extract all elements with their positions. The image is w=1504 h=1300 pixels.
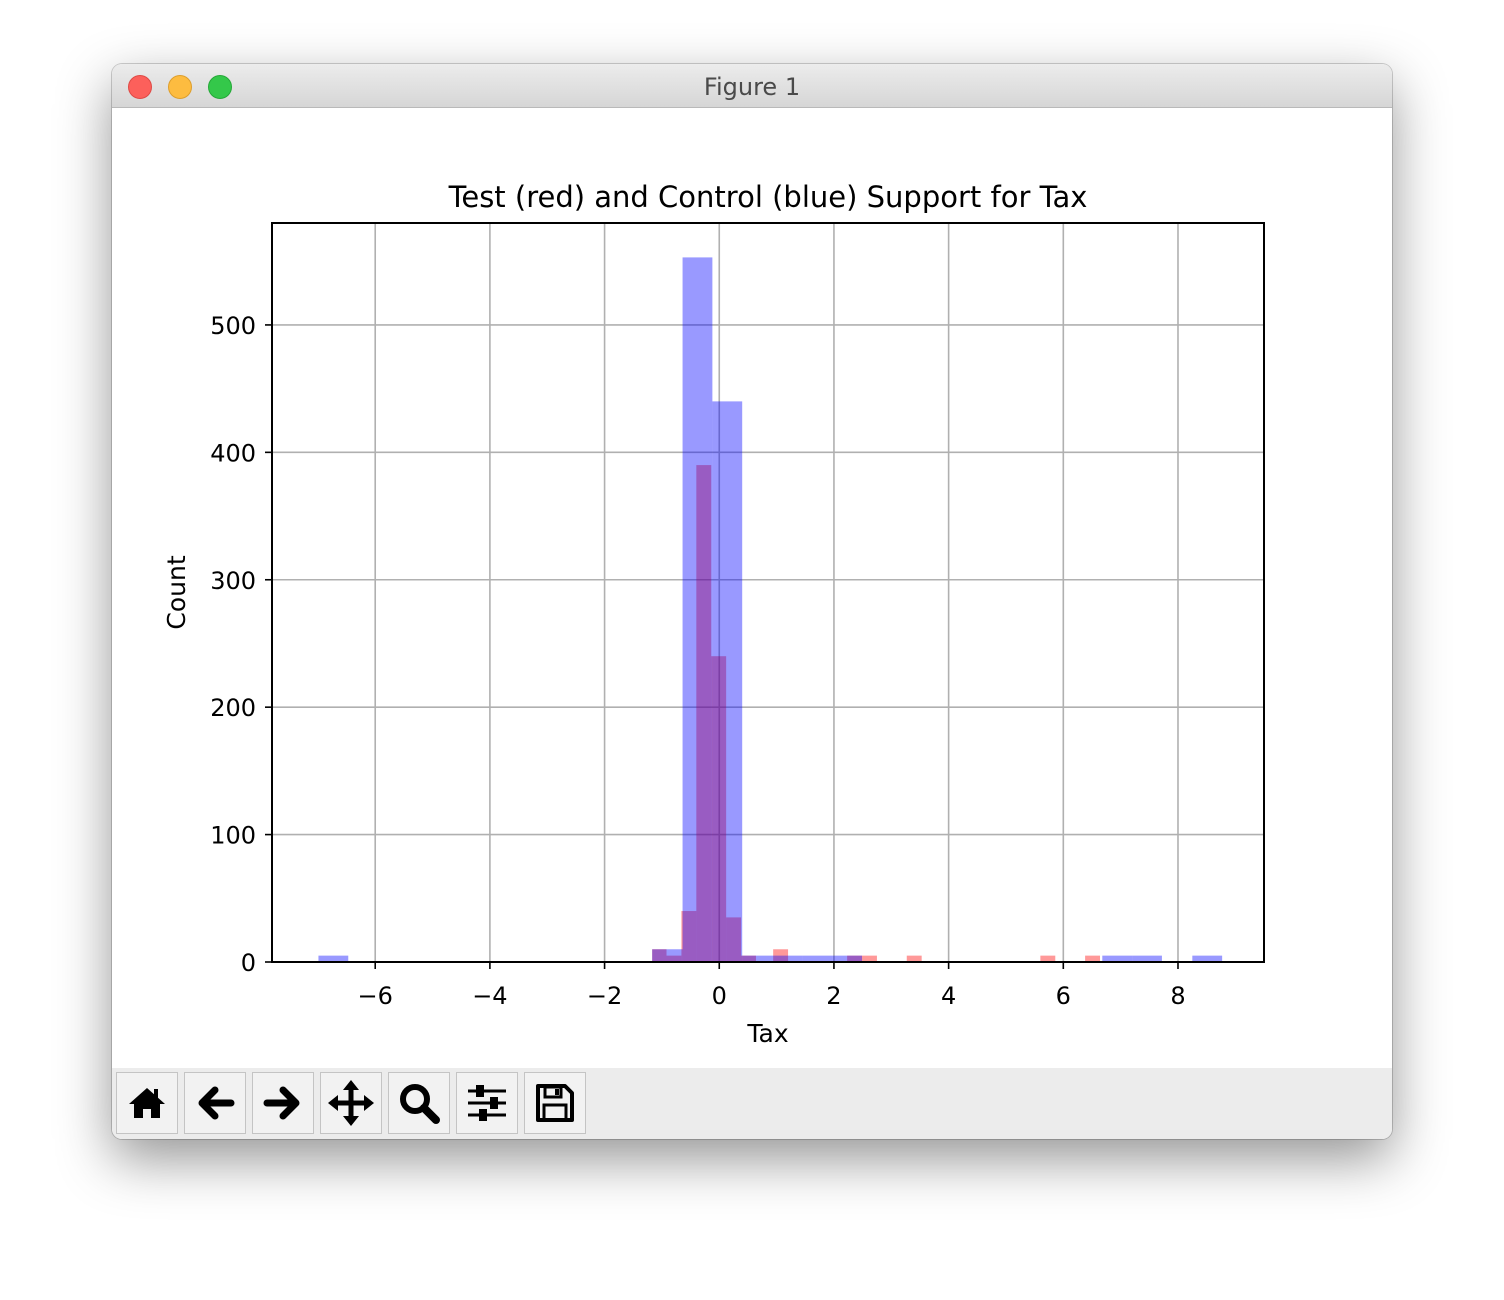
arrow-right-icon <box>263 1086 300 1120</box>
control-bar <box>1132 955 1162 962</box>
test-bar <box>1040 955 1056 962</box>
chart-title: Test (red) and Control (blue) Support fo… <box>448 180 1088 214</box>
test-bar <box>696 465 712 962</box>
control-bar <box>682 257 713 962</box>
x-tick-label: −2 <box>587 982 622 1010</box>
test-bar <box>847 955 863 962</box>
y-axis-label: Count <box>162 555 191 629</box>
x-tick-label: 0 <box>712 982 727 1010</box>
y-tick-label: 400 <box>210 439 256 467</box>
test-bar <box>652 949 667 962</box>
pan-button[interactable] <box>320 1072 382 1134</box>
y-tick-label: 0 <box>241 949 256 977</box>
x-tick-label: 6 <box>1056 982 1071 1010</box>
floppy-disk-icon <box>536 1084 574 1122</box>
window-title: Figure 1 <box>703 73 801 101</box>
control-bar <box>742 955 773 962</box>
y-tick-label: 200 <box>210 694 256 722</box>
close-window-button[interactable] <box>128 75 152 99</box>
test-bar <box>726 917 742 962</box>
minimize-window-button[interactable] <box>168 75 192 99</box>
histogram-chart: −6 −4 −2 0 2 4 6 8 0 100 200 300 400 500 Test (red) an… <box>162 180 1265 1048</box>
y-tick-label: 100 <box>210 822 256 850</box>
back-button[interactable] <box>184 1072 246 1134</box>
navigation-toolbar <box>112 1068 1392 1139</box>
home-icon <box>129 1088 165 1118</box>
window-titlebar[interactable]: Figure 1 <box>112 64 1392 108</box>
y-tick-label: 500 <box>210 312 256 340</box>
sliders-icon <box>468 1085 506 1121</box>
move-icon <box>328 1080 374 1126</box>
control-bar <box>652 949 683 962</box>
test-bar <box>741 955 756 962</box>
test-bar <box>862 955 877 962</box>
home-button[interactable] <box>116 1072 178 1134</box>
test-bar <box>1085 955 1101 962</box>
arrow-left-icon <box>198 1086 235 1120</box>
control-bar <box>832 955 863 962</box>
figure-canvas[interactable]: −6 −4 −2 0 2 4 6 8 0 100 200 300 400 500 Test (red) an… <box>112 108 1392 1068</box>
control-bar <box>712 401 743 963</box>
configure-subplots-button[interactable] <box>456 1072 518 1134</box>
test-bar <box>906 955 922 962</box>
y-tick-label: 300 <box>210 567 256 595</box>
x-tick-label: 4 <box>941 982 956 1010</box>
control-bar <box>802 955 833 962</box>
control-bar <box>1102 955 1133 962</box>
zoom-button[interactable] <box>388 1072 450 1134</box>
test-bar <box>666 955 682 962</box>
x-tick-label: −6 <box>358 982 393 1010</box>
forward-button[interactable] <box>252 1072 314 1134</box>
test-bar <box>773 949 789 962</box>
test-bar <box>711 656 727 962</box>
test-bar <box>681 911 697 962</box>
x-tick-label: −4 <box>472 982 507 1010</box>
control-bar <box>772 955 803 962</box>
x-tick-label: 2 <box>826 982 841 1010</box>
plot-frame <box>271 222 1265 963</box>
save-button[interactable] <box>524 1072 586 1134</box>
x-tick-label: 8 <box>1170 982 1185 1010</box>
maximize-window-button[interactable] <box>208 75 232 99</box>
control-bar <box>1192 955 1223 962</box>
x-axis-label: Tax <box>746 1019 788 1048</box>
figure-window: Figure 1 −6 −4 −2 0 2 4 6 8 0 100 200 300 400 500 Test… <box>112 64 1392 1139</box>
control-bar <box>318 955 349 962</box>
magnifier-icon <box>400 1084 440 1124</box>
